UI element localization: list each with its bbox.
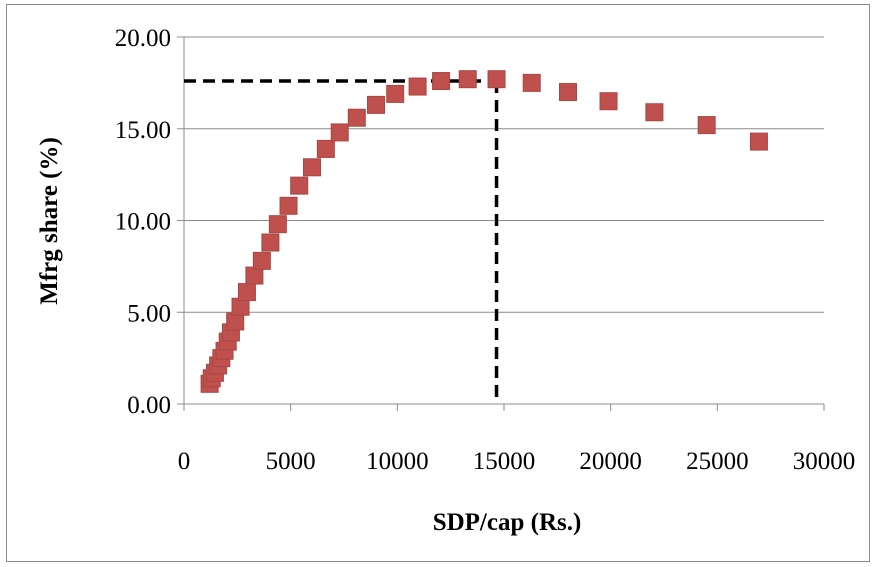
data-point [645, 103, 664, 122]
data-point [599, 92, 618, 111]
data-points [200, 70, 768, 393]
y-tick-label: 5.00 [127, 300, 171, 327]
y-tick-label: 0.00 [127, 392, 171, 419]
axes [177, 36, 825, 411]
data-point [303, 158, 321, 177]
data-point [697, 116, 716, 135]
x-tick-label: 0 [178, 448, 191, 475]
data-point [347, 108, 366, 127]
y-tick-label: 15.00 [115, 117, 171, 144]
data-point [487, 70, 506, 89]
x-tick-label: 30000 [793, 448, 856, 475]
data-point [268, 215, 287, 234]
data-point [458, 70, 477, 89]
chart-frame [6, 4, 870, 562]
data-point [290, 176, 309, 195]
data-point [316, 139, 335, 158]
y-tick-label: 20.00 [115, 25, 171, 52]
data-point [252, 251, 271, 270]
gridlines [184, 36, 824, 313]
data-point [559, 83, 577, 102]
data-point [386, 84, 405, 103]
x-tick-label: 25000 [686, 448, 749, 475]
x-tick-label: 10000 [366, 448, 429, 475]
y-axis-title: Mfrg share (%) [36, 137, 63, 305]
data-point [237, 283, 256, 302]
data-point [261, 233, 280, 252]
data-point [279, 196, 298, 215]
x-tick-labels: 0 5000 10000 15000 20000 25000 30000 [178, 448, 856, 475]
x-tick-label: 5000 [266, 448, 316, 475]
data-point [749, 132, 768, 151]
reference-lines [184, 79, 499, 404]
data-point [330, 123, 349, 142]
x-tick-label: 20000 [579, 448, 642, 475]
y-tick-label: 10.00 [115, 209, 171, 236]
data-point [367, 95, 385, 114]
x-tick-label: 15000 [473, 448, 536, 475]
x-axis-title: SDP/cap (Rs.) [433, 509, 582, 536]
y-tick-labels: 0.00 5.00 10.00 15.00 20.00 [115, 25, 171, 419]
data-point [408, 77, 427, 96]
data-point [522, 73, 541, 92]
data-point [432, 72, 451, 91]
